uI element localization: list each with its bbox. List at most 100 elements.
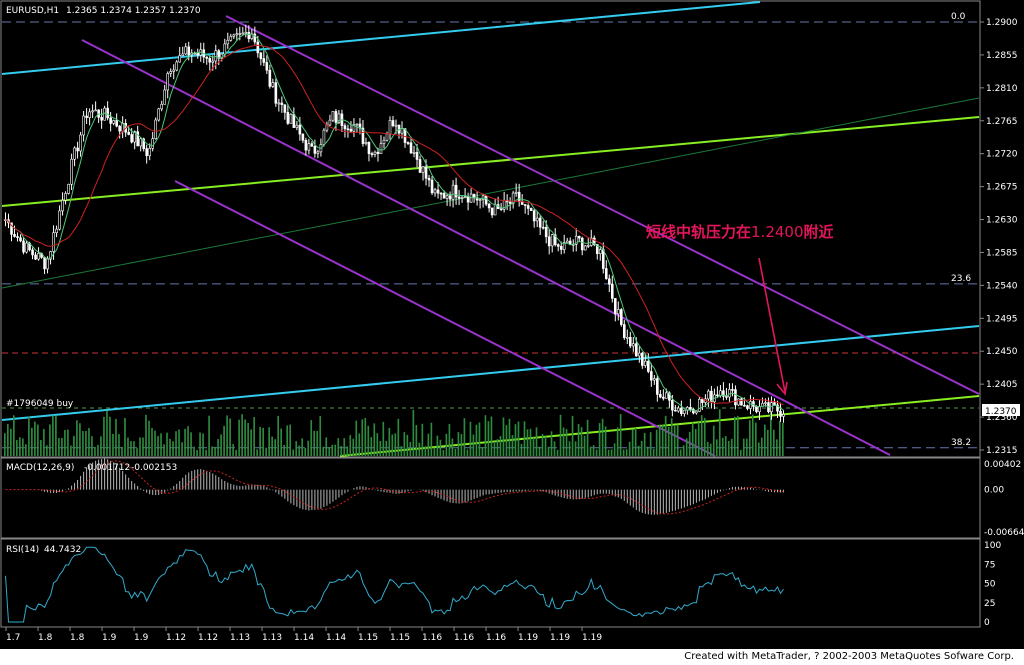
volume-bar: [187, 426, 189, 456]
candle-body: [211, 60, 215, 63]
candle-body: [680, 407, 683, 414]
annotation-arrow: [758, 257, 786, 393]
candle-body: [304, 139, 308, 151]
candle-body: [758, 406, 761, 413]
volume-bar: [751, 414, 754, 456]
time-tick-label: 1.14: [294, 633, 314, 643]
volume-bar: [118, 434, 120, 456]
volume-bar: [340, 445, 343, 456]
time-tick-label: 1.19: [582, 633, 602, 643]
volume-bar: [112, 433, 114, 456]
candle-body: [112, 120, 115, 124]
price-tick-label: 1.2360: [986, 413, 1018, 423]
volume-bar: [682, 445, 685, 456]
volume-bar: [508, 418, 511, 456]
volume-bar: [388, 427, 391, 456]
volume-bar: [346, 446, 349, 456]
volume-bar: [328, 447, 331, 456]
volume-bar: [568, 441, 571, 456]
candle-body: [499, 208, 503, 211]
volume-bar: [694, 429, 697, 456]
candle-body: [139, 138, 142, 147]
volume-bar: [355, 420, 358, 456]
candle-body: [301, 133, 305, 141]
volume-bar: [100, 436, 102, 456]
candle-body: [541, 226, 545, 229]
candle-body: [64, 193, 67, 201]
volume-bar: [85, 431, 87, 456]
volume-bar: [781, 422, 784, 456]
volume-bar: [640, 440, 643, 456]
footer: Created with MetaTrader, ? 2002-2003 Met…: [0, 649, 1024, 665]
volume-bar: [316, 430, 319, 456]
candle-body: [91, 110, 94, 113]
rsi-tick-label: 0: [984, 618, 990, 628]
volume-bar: [475, 424, 478, 456]
candle-body: [247, 31, 251, 39]
volume-bar: [304, 447, 307, 456]
volume-bar: [307, 440, 310, 456]
volume-bar: [232, 443, 234, 456]
volume-bar: [34, 421, 36, 456]
volume-bar: [634, 428, 637, 456]
candle-body: [52, 232, 55, 252]
candle-body: [773, 402, 776, 406]
volume-bar: [673, 426, 676, 456]
candle-body: [364, 141, 368, 144]
candle-body: [692, 408, 695, 414]
fibonacci-label: 0.0: [951, 12, 966, 22]
volume-bar: [712, 425, 715, 456]
volume-bar: [529, 428, 532, 456]
candle-body: [734, 389, 737, 406]
candle-body: [427, 177, 431, 181]
candle-body: [226, 39, 230, 45]
volume-bar: [274, 439, 276, 456]
volume-bar: [460, 434, 463, 456]
volume-bar: [451, 438, 454, 456]
volume-bar: [295, 441, 298, 456]
candle-body: [601, 249, 605, 269]
volume-bar: [511, 435, 514, 456]
candle-body: [460, 197, 464, 199]
volume-bar: [358, 433, 361, 456]
macd-value-1: -0.001712: [84, 463, 130, 473]
price-tick-label: 1.2585: [986, 248, 1018, 258]
volume-bar: [343, 438, 346, 456]
volume-bar: [667, 427, 670, 456]
candle-body: [19, 237, 22, 242]
volume-bar: [166, 432, 168, 456]
candle-body: [310, 143, 314, 147]
candle-body: [490, 207, 494, 216]
candle-body: [412, 152, 416, 154]
candle-body: [85, 115, 88, 118]
candle-body: [163, 89, 167, 105]
candle-body: [550, 234, 554, 247]
volume-bar: [151, 427, 153, 456]
candle-body: [635, 343, 638, 357]
volume-bar: [145, 414, 147, 456]
volume-bar: [64, 429, 66, 456]
volume-bar: [421, 423, 424, 456]
candle-body: [115, 120, 118, 127]
price-tick-label: 1.2540: [986, 281, 1018, 291]
candle-body: [175, 61, 179, 71]
candle-body: [391, 120, 395, 126]
volume-bar: [322, 446, 325, 456]
volume-bar: [463, 418, 466, 456]
candle-body: [665, 392, 668, 399]
volume-bar: [448, 423, 451, 456]
price-tick-label: 1.2765: [986, 117, 1018, 127]
candle-body: [701, 399, 704, 403]
candle-body: [13, 234, 16, 237]
volume-bar: [403, 432, 406, 456]
volume-bar: [163, 444, 165, 456]
candle-body: [629, 337, 632, 347]
volume-bar: [139, 437, 141, 456]
annotation-arrowhead: [776, 381, 788, 396]
candle-body: [647, 360, 650, 372]
time-tick-label: 1.15: [390, 633, 410, 643]
candle-body: [70, 158, 73, 185]
volume-bar: [550, 431, 553, 456]
candle-body: [755, 406, 758, 413]
